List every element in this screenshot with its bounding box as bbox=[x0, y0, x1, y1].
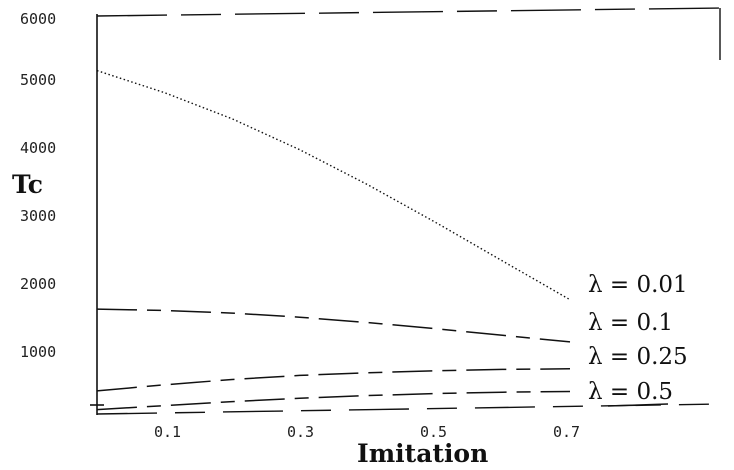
x-tick-labels: 0.1 0.3 0.5 0.7 bbox=[154, 423, 580, 441]
x-tick-label: 0.1 bbox=[154, 423, 181, 441]
y-tick-labels: 1000 2000 3000 4000 5000 6000 bbox=[20, 10, 56, 361]
series-labels: λ = 0.01 λ = 0.1 λ = 0.25 λ = 0.5 bbox=[588, 272, 688, 405]
series-line bbox=[96, 69, 571, 301]
y-tick-label: 1000 bbox=[20, 343, 56, 361]
series-label: λ = 0.01 bbox=[588, 272, 688, 298]
y-tick-label: 4000 bbox=[20, 139, 56, 157]
series-line bbox=[96, 308, 571, 343]
series-line bbox=[96, 390, 571, 411]
x-axis-title: Imitation bbox=[357, 439, 488, 468]
y-tick-label: 6000 bbox=[20, 10, 56, 28]
series-label-underline bbox=[607, 403, 669, 407]
series-lines bbox=[96, 69, 571, 411]
x-tick-label: 0.7 bbox=[553, 423, 580, 441]
y-tick-label: 2000 bbox=[20, 275, 56, 293]
x-tick-label: 0.5 bbox=[420, 423, 447, 441]
series-label: λ = 0.5 bbox=[588, 379, 673, 405]
series-line bbox=[96, 368, 571, 392]
series-label: λ = 0.25 bbox=[588, 344, 688, 370]
y-axis-title: Tc bbox=[12, 170, 43, 199]
x-tick-label: 0.3 bbox=[287, 423, 314, 441]
y-tick-label: 5000 bbox=[20, 71, 56, 89]
y-tick-label: 3000 bbox=[20, 207, 56, 225]
top-frame-line bbox=[96, 7, 721, 17]
series-label: λ = 0.1 bbox=[588, 310, 673, 336]
